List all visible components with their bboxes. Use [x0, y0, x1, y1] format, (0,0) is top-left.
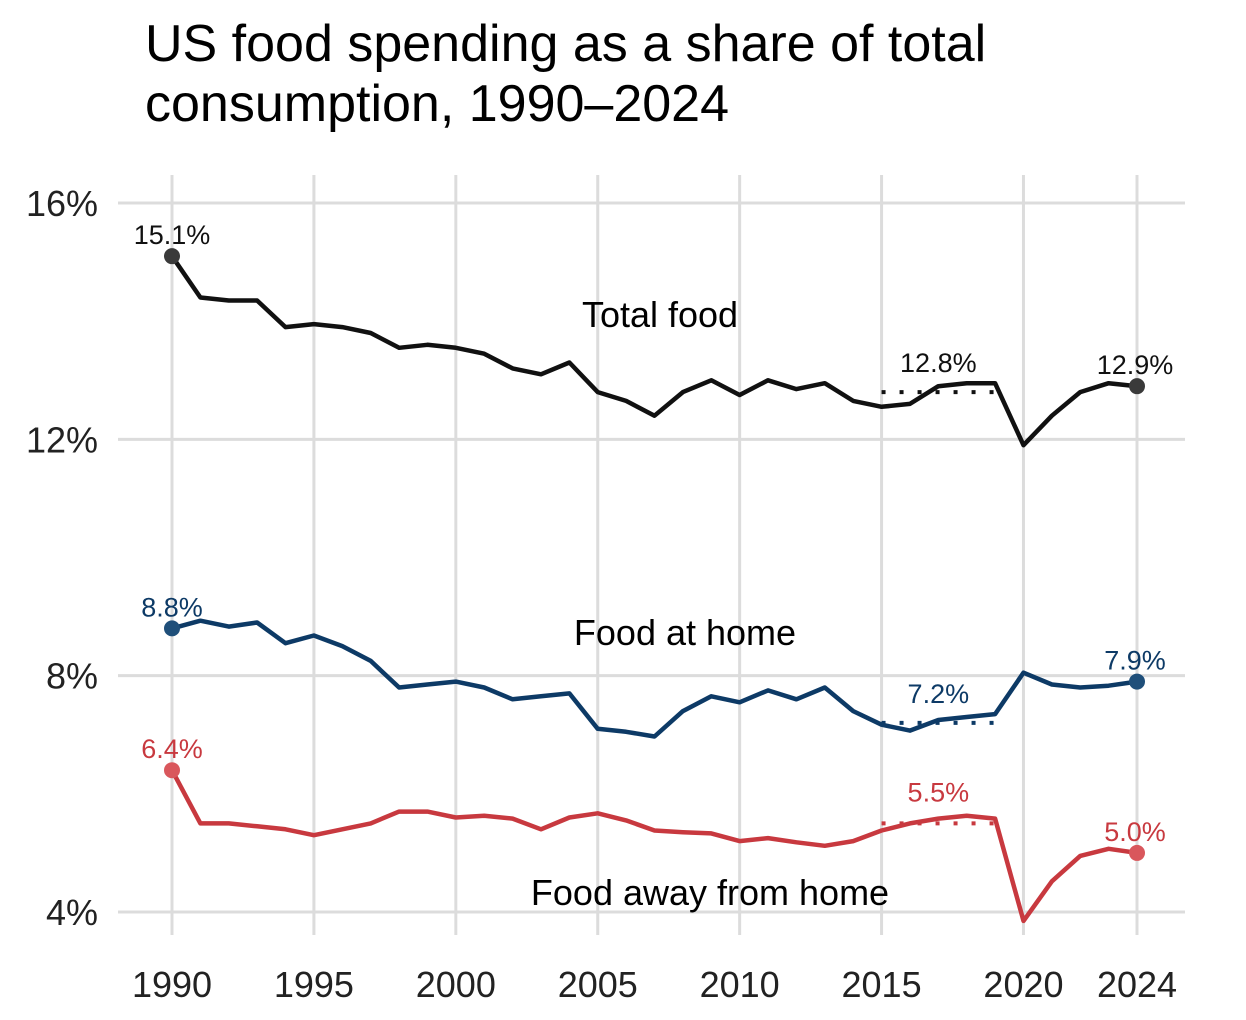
x-tick-label: 1990: [132, 964, 212, 1005]
total-food-end-label: 12.9%: [1097, 350, 1174, 380]
total-food-end-point: [1129, 378, 1145, 395]
total-food-series-label: Total food: [582, 294, 738, 335]
food-away-from-home-start-label: 6.4%: [141, 734, 203, 764]
total-food-start-point: [164, 248, 180, 265]
food-at-home-start-label: 8.8%: [141, 592, 203, 622]
y-tick-label: 4%: [46, 892, 98, 933]
y-tick-label: 12%: [26, 419, 98, 460]
x-tick-label: 2005: [558, 964, 638, 1005]
food-away-from-home-line: [170, 769, 1138, 924]
food-at-home-avg-label: 7.2%: [908, 679, 970, 709]
y-tick-label: 8%: [46, 656, 98, 697]
x-tick-label: 2000: [416, 964, 496, 1005]
x-tick-label: 2015: [842, 964, 922, 1005]
x-tick-label: 2024: [1097, 964, 1177, 1005]
total-food-avg-label: 12.8%: [900, 348, 977, 378]
food-away-from-home-end-point: [1129, 844, 1145, 861]
x-tick-label: 1995: [274, 964, 354, 1005]
food-at-home-line: [171, 618, 1138, 739]
chart-title: US food spending as a share of total con…: [145, 15, 987, 133]
total-food-line: [170, 254, 1138, 448]
y-tick-label: 16%: [26, 183, 98, 224]
total-food-start-label: 15.1%: [134, 220, 211, 250]
food-at-home-end-point: [1129, 673, 1145, 690]
food-at-home-end-label: 7.9%: [1104, 646, 1166, 676]
food-away-from-home-end-label: 5.0%: [1104, 817, 1166, 847]
food-away-from-home-series-label: Food away from home: [531, 872, 889, 913]
food-at-home-series-label: Food at home: [574, 612, 796, 653]
x-tick-label: 2020: [983, 964, 1063, 1005]
food-at-home-start-point: [164, 620, 180, 637]
x-tick-label: 2010: [700, 964, 780, 1005]
food-away-from-home-start-point: [164, 762, 180, 779]
food-away-from-home-avg-label: 5.5%: [908, 777, 970, 807]
